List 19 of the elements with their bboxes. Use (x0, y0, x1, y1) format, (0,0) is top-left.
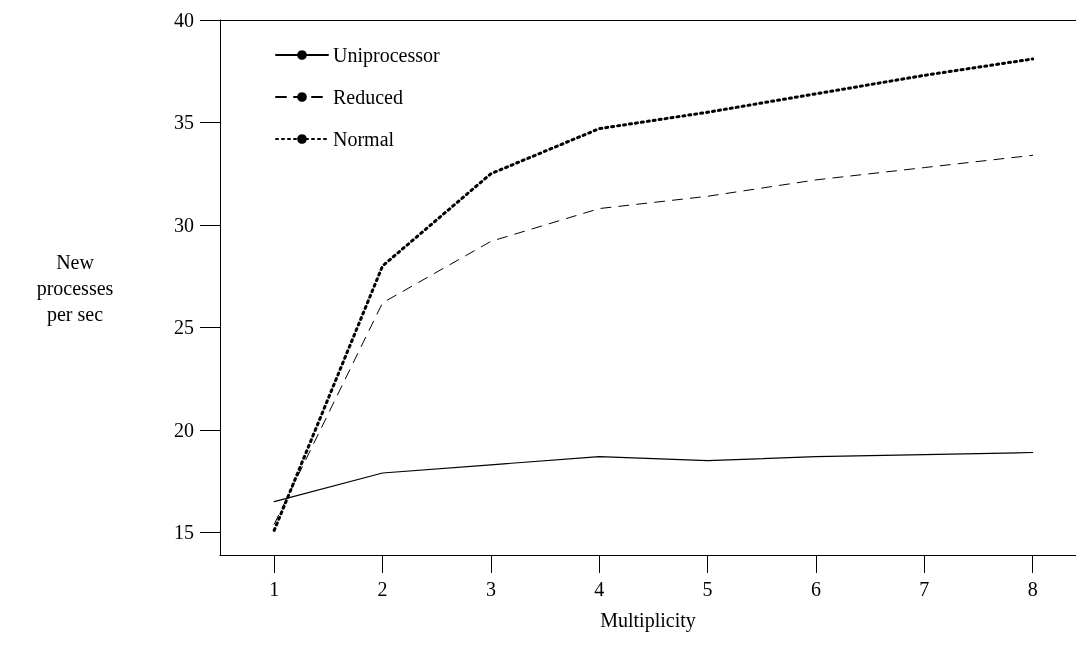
y-tick-label: 25 (174, 316, 194, 339)
x-axis-title: Multiplicity (600, 609, 696, 632)
x-tick-label: 4 (594, 578, 605, 600)
y-tick-label: 35 (174, 111, 194, 134)
x-tick-label: 6 (810, 578, 821, 600)
y-tick-label: 40 (174, 9, 194, 31)
legend-label: Uniprocessor (333, 44, 440, 67)
y-tick-label: 30 (174, 213, 194, 236)
x-tick-label: 3 (485, 578, 496, 600)
y-axis-title: New processes per sec (36, 250, 114, 326)
x-tick-label: 7 (919, 578, 930, 600)
x-tick-label: 2 (377, 578, 388, 600)
y-tick-label: 15 (174, 521, 194, 544)
legend-label: Reduced (333, 86, 403, 108)
x-tick-label: 8 (1027, 578, 1038, 600)
x-tick-label: 1 (269, 578, 280, 600)
y-tick-label: 20 (174, 418, 194, 441)
legend-label: Normal (333, 128, 395, 150)
x-tick-label: 5 (702, 578, 713, 600)
